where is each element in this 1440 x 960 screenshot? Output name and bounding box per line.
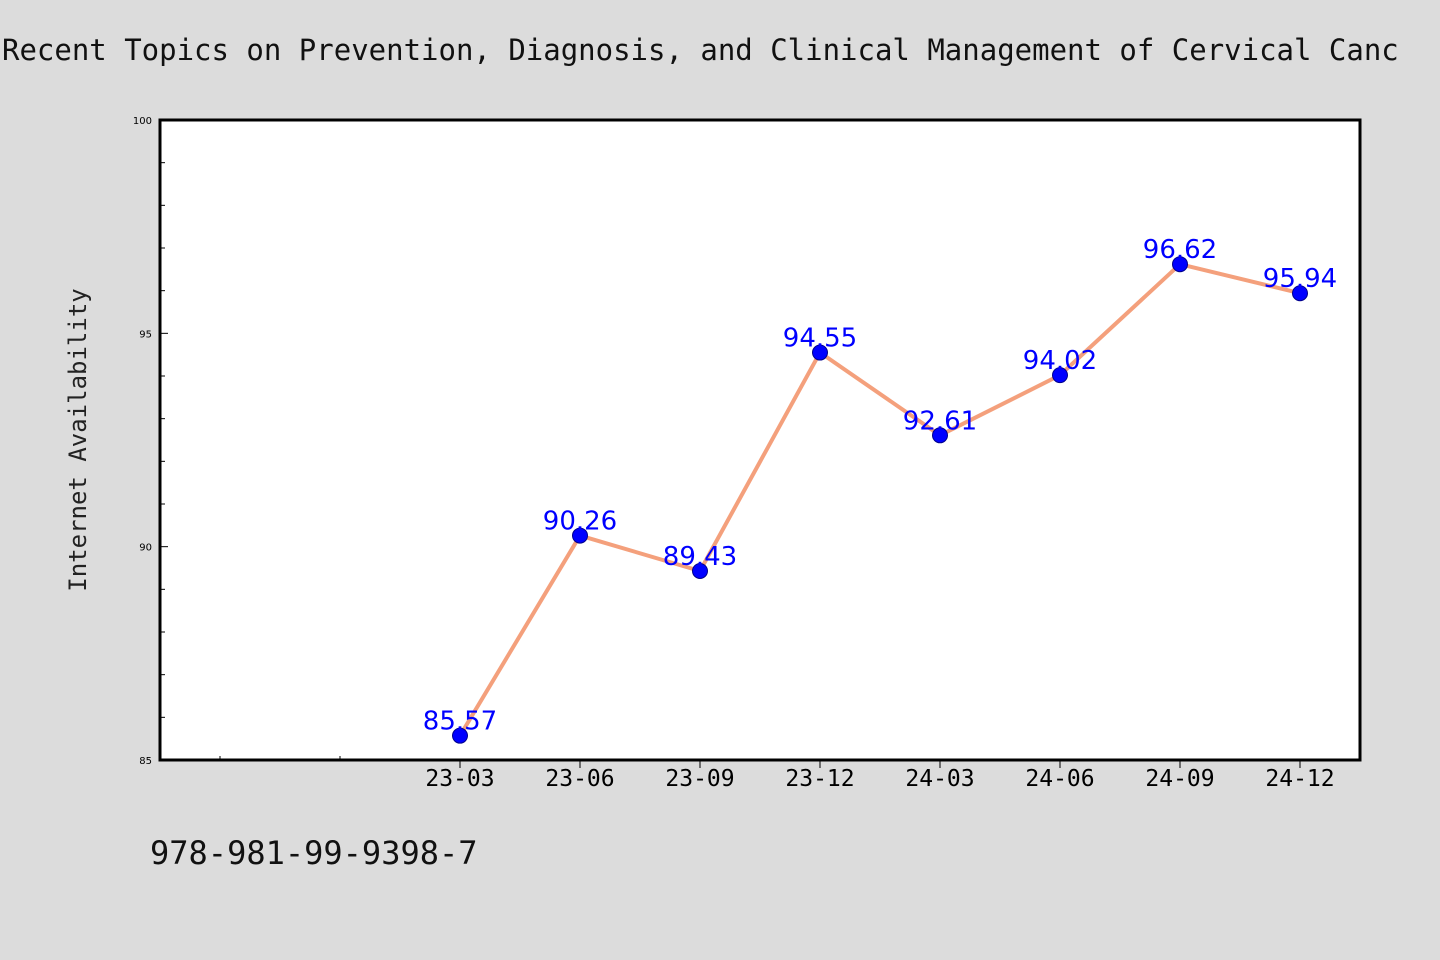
data-label: 96.62 [1143, 235, 1217, 265]
data-label: 90.26 [543, 507, 617, 537]
plot-area-frame [158, 118, 1362, 762]
x-tick-label: 24-09 [1145, 766, 1214, 792]
data-point-marker [692, 562, 708, 579]
x-tick-label: 24-06 [1025, 766, 1094, 792]
y-tick-label: 100 [133, 116, 152, 127]
data-point-marker [1052, 367, 1068, 384]
y-tick-label: 85 [139, 756, 152, 767]
x-tick-label: 23-03 [425, 766, 494, 792]
data-point-marker [812, 344, 828, 361]
x-tick-label: 23-09 [665, 766, 734, 792]
y-tick-label: 95 [139, 329, 152, 340]
footer-isbn-text: 978-981-99-9398-7 [150, 834, 478, 872]
data-label: 89.43 [663, 542, 737, 572]
data-point-marker [1172, 256, 1188, 273]
data-point-marker [572, 527, 588, 544]
x-tick-label: 23-06 [545, 766, 614, 792]
data-point-marker [1292, 285, 1308, 302]
data-label: 85.57 [423, 707, 497, 737]
data-label: 94.02 [1023, 346, 1097, 376]
x-tick-label: 24-03 [905, 766, 974, 792]
x-tick-label: 23-12 [785, 766, 854, 792]
data-point-marker [452, 727, 468, 744]
data-label: 92.61 [903, 406, 977, 436]
y-tick-label: 90 [139, 543, 152, 554]
data-point-marker [932, 427, 948, 444]
data-label: 95.94 [1263, 264, 1337, 294]
data-label: 94.55 [783, 324, 857, 354]
series-line [458, 262, 1301, 737]
y-axis-label: Internet Availability [64, 288, 92, 591]
x-tick-label: 24-12 [1265, 766, 1334, 792]
chart-title: Recent Topics on Prevention, Diagnosis, … [2, 33, 1399, 67]
